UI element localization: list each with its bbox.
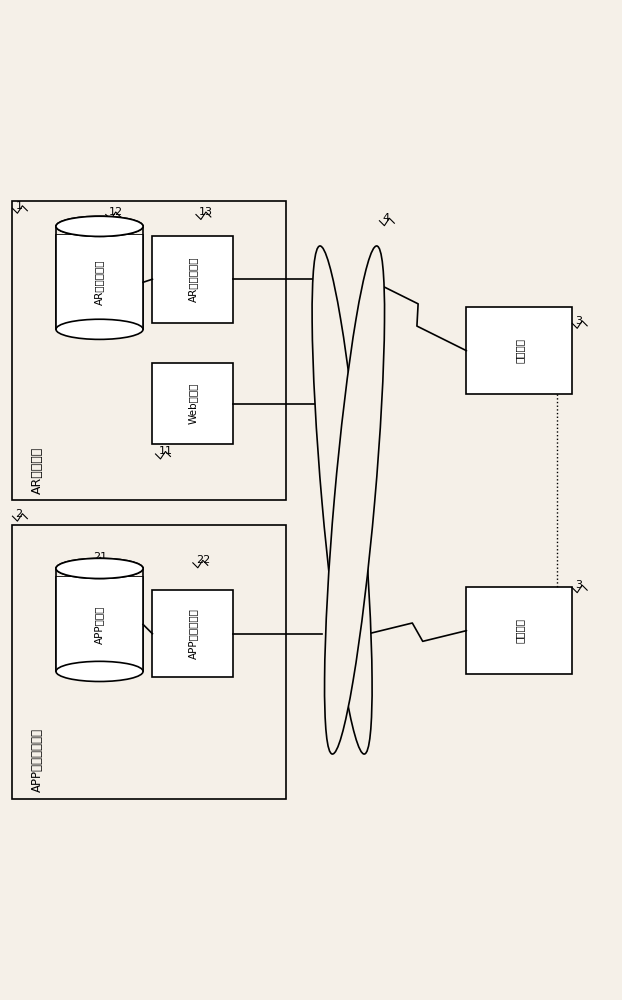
Text: APP下载服务系统: APP下载服务系统: [31, 728, 44, 792]
Ellipse shape: [325, 246, 384, 754]
Text: AR服务系统: AR服务系统: [31, 447, 44, 494]
FancyBboxPatch shape: [12, 201, 286, 500]
Ellipse shape: [312, 246, 372, 754]
FancyBboxPatch shape: [56, 235, 143, 329]
Text: AR内容数据库: AR内容数据库: [95, 260, 104, 305]
Text: 11: 11: [159, 446, 173, 456]
FancyBboxPatch shape: [466, 307, 572, 394]
FancyBboxPatch shape: [12, 525, 286, 799]
Ellipse shape: [56, 558, 143, 578]
Text: 12: 12: [109, 207, 123, 217]
Text: 2: 2: [16, 509, 22, 519]
Text: AR内容服务器: AR内容服务器: [188, 256, 198, 302]
FancyBboxPatch shape: [152, 590, 233, 677]
Ellipse shape: [56, 558, 143, 578]
Ellipse shape: [56, 216, 143, 236]
Ellipse shape: [56, 216, 143, 236]
Text: APP数据库: APP数据库: [95, 605, 104, 644]
Text: 22: 22: [196, 555, 210, 565]
FancyBboxPatch shape: [152, 236, 233, 323]
Text: 21: 21: [93, 552, 108, 562]
Text: 3: 3: [575, 316, 582, 326]
FancyBboxPatch shape: [152, 363, 233, 444]
Text: 13: 13: [199, 207, 213, 217]
Text: 1: 1: [16, 201, 22, 211]
FancyBboxPatch shape: [56, 577, 143, 671]
Text: APP下载服务器: APP下载服务器: [188, 608, 198, 659]
Text: 4: 4: [383, 213, 389, 223]
Text: 智能设备: 智能设备: [514, 618, 524, 643]
Ellipse shape: [56, 661, 143, 681]
FancyBboxPatch shape: [466, 587, 572, 674]
Ellipse shape: [56, 319, 143, 339]
FancyBboxPatch shape: [56, 577, 143, 671]
Text: 3: 3: [575, 580, 582, 590]
Text: 智能设备: 智能设备: [514, 338, 524, 363]
Text: Web服务器: Web服务器: [188, 383, 198, 424]
FancyBboxPatch shape: [56, 235, 143, 329]
